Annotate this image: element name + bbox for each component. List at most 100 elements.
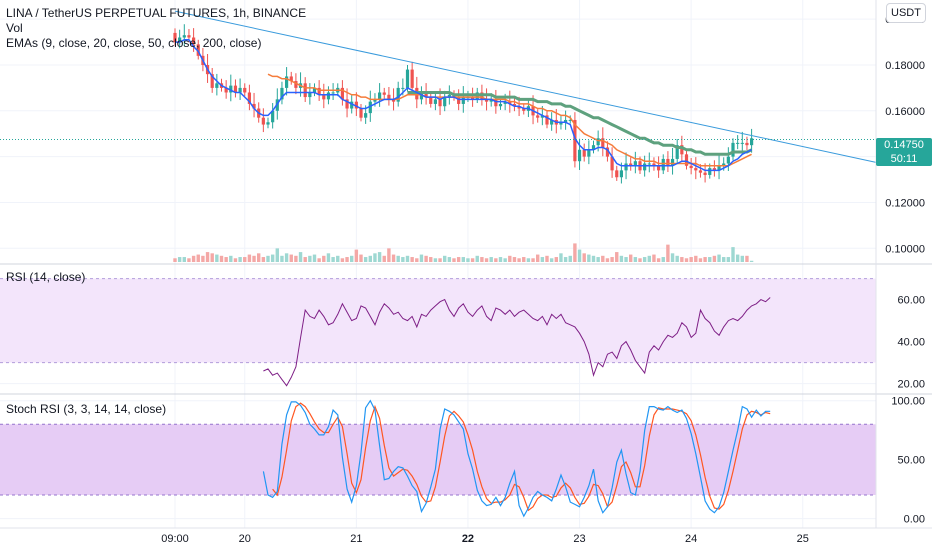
candle-body: [233, 85, 238, 93]
candle-body: [387, 94, 391, 100]
volume-bar: [712, 255, 717, 262]
price-tick-label: 0.16000: [885, 106, 925, 118]
candle-body: [722, 163, 726, 166]
candle-body: [308, 92, 312, 98]
candle-body: [405, 69, 410, 88]
volume-bar: [456, 257, 461, 262]
pane-separators[interactable]: [0, 0, 932, 529]
volume-bar: [749, 260, 754, 262]
volume-bar: [326, 253, 331, 262]
volume-bar: [722, 257, 726, 262]
candle-body: [522, 108, 526, 111]
volume-bar: [689, 257, 693, 262]
candle-body: [647, 163, 651, 165]
volume-bar: [522, 257, 526, 262]
volume-bar: [257, 253, 261, 262]
volume-bar: [526, 258, 531, 262]
stoch-legend: Stoch RSI (3, 3, 14, 14, close): [6, 402, 166, 417]
volume-bar: [187, 258, 191, 262]
stoch-label[interactable]: Stoch RSI (3, 3, 14, 14, close): [6, 402, 167, 416]
volume-bar: [401, 257, 405, 262]
volume-bar: [354, 249, 359, 262]
volume-bar: [368, 255, 372, 262]
volume-bar: [610, 257, 614, 262]
volume-bar: [196, 254, 200, 262]
volume-bar: [703, 257, 707, 262]
volume-bar: [252, 255, 256, 262]
volume-bar: [452, 258, 456, 262]
candle-body: [657, 165, 661, 171]
time-tick-label: 09:00: [161, 533, 189, 545]
volume-bar: [289, 254, 293, 262]
candle-body: [303, 83, 307, 98]
volume-bar: [205, 252, 210, 262]
candle-body: [271, 110, 275, 123]
volume-bar: [443, 255, 447, 262]
candle-body: [461, 97, 465, 104]
volume-bar: [480, 257, 484, 262]
candle-body: [391, 99, 396, 102]
candle-body: [373, 99, 377, 102]
volume-bar: [735, 254, 740, 262]
candle-body: [424, 92, 428, 98]
volume-bar: [577, 249, 582, 262]
candle-body: [438, 99, 442, 107]
volume-bar: [438, 258, 442, 262]
candle-body: [582, 149, 586, 157]
candle-body: [229, 85, 233, 93]
rsi-series: [263, 297, 771, 387]
volume-bar: [182, 257, 186, 262]
volume-bar: [708, 257, 712, 262]
volume-bar: [429, 257, 433, 262]
currency-button[interactable]: USDT: [886, 3, 926, 23]
candle-body: [331, 92, 335, 94]
volume-legend[interactable]: Vol: [6, 21, 23, 35]
candle-body: [382, 92, 386, 95]
candle-body: [210, 74, 214, 88]
candle-body: [396, 87, 400, 102]
volume-bar: [536, 254, 540, 262]
candle-body: [285, 76, 289, 88]
stoch-tick-label: 50.00: [897, 455, 925, 467]
time-axis[interactable]: 09:00 20 21 22 23 24 25: [161, 533, 809, 545]
volume-bar: [363, 257, 368, 262]
candle-body: [243, 87, 247, 93]
volume-bar: [191, 255, 196, 262]
ema-legend[interactable]: EMAs (9, close, 20, close, 50, close, 20…: [6, 36, 262, 50]
volume-bar: [549, 258, 554, 262]
indicator-bands: [0, 278, 876, 496]
candle-body: [350, 101, 354, 109]
symbol-title[interactable]: LINA / TetherUS PERPETUAL FUTURES, 1h, B…: [6, 6, 307, 20]
volume-bar: [447, 257, 452, 262]
price-tick-label: 0.18000: [885, 60, 925, 72]
volume-bar: [387, 248, 391, 262]
volume-bar: [619, 255, 624, 262]
bar-countdown: 50:11: [890, 153, 918, 165]
candle-body: [684, 154, 689, 166]
candle-body: [624, 163, 628, 171]
rsi-line: [263, 297, 771, 387]
candle-body: [619, 170, 623, 178]
volume-bar: [587, 254, 591, 262]
descending-trendline: [174, 10, 877, 163]
candle-body: [484, 99, 489, 102]
candle-body: [587, 149, 591, 157]
stoch-tick-label: 0.00: [904, 514, 925, 526]
trendline[interactable]: [0, 10, 877, 163]
rsi-tick-label: 60.00: [897, 295, 925, 307]
volume-bar: [340, 258, 345, 262]
volume-bar: [684, 258, 689, 262]
volume-bar: [238, 257, 242, 262]
volume-bar: [624, 257, 628, 262]
price-axis[interactable]: 0.200000.180000.160000.140000.120000.100…: [885, 14, 925, 525]
ema-lines: [175, 39, 753, 172]
rsi-label[interactable]: RSI (14, close): [6, 270, 86, 284]
volume-bar: [568, 255, 572, 262]
volume-bar: [680, 257, 684, 262]
volume-bar: [545, 255, 549, 262]
candle-body: [294, 81, 298, 88]
volume-bar: [391, 254, 396, 262]
volume-bar: [633, 257, 638, 262]
volume-bar: [540, 257, 545, 262]
